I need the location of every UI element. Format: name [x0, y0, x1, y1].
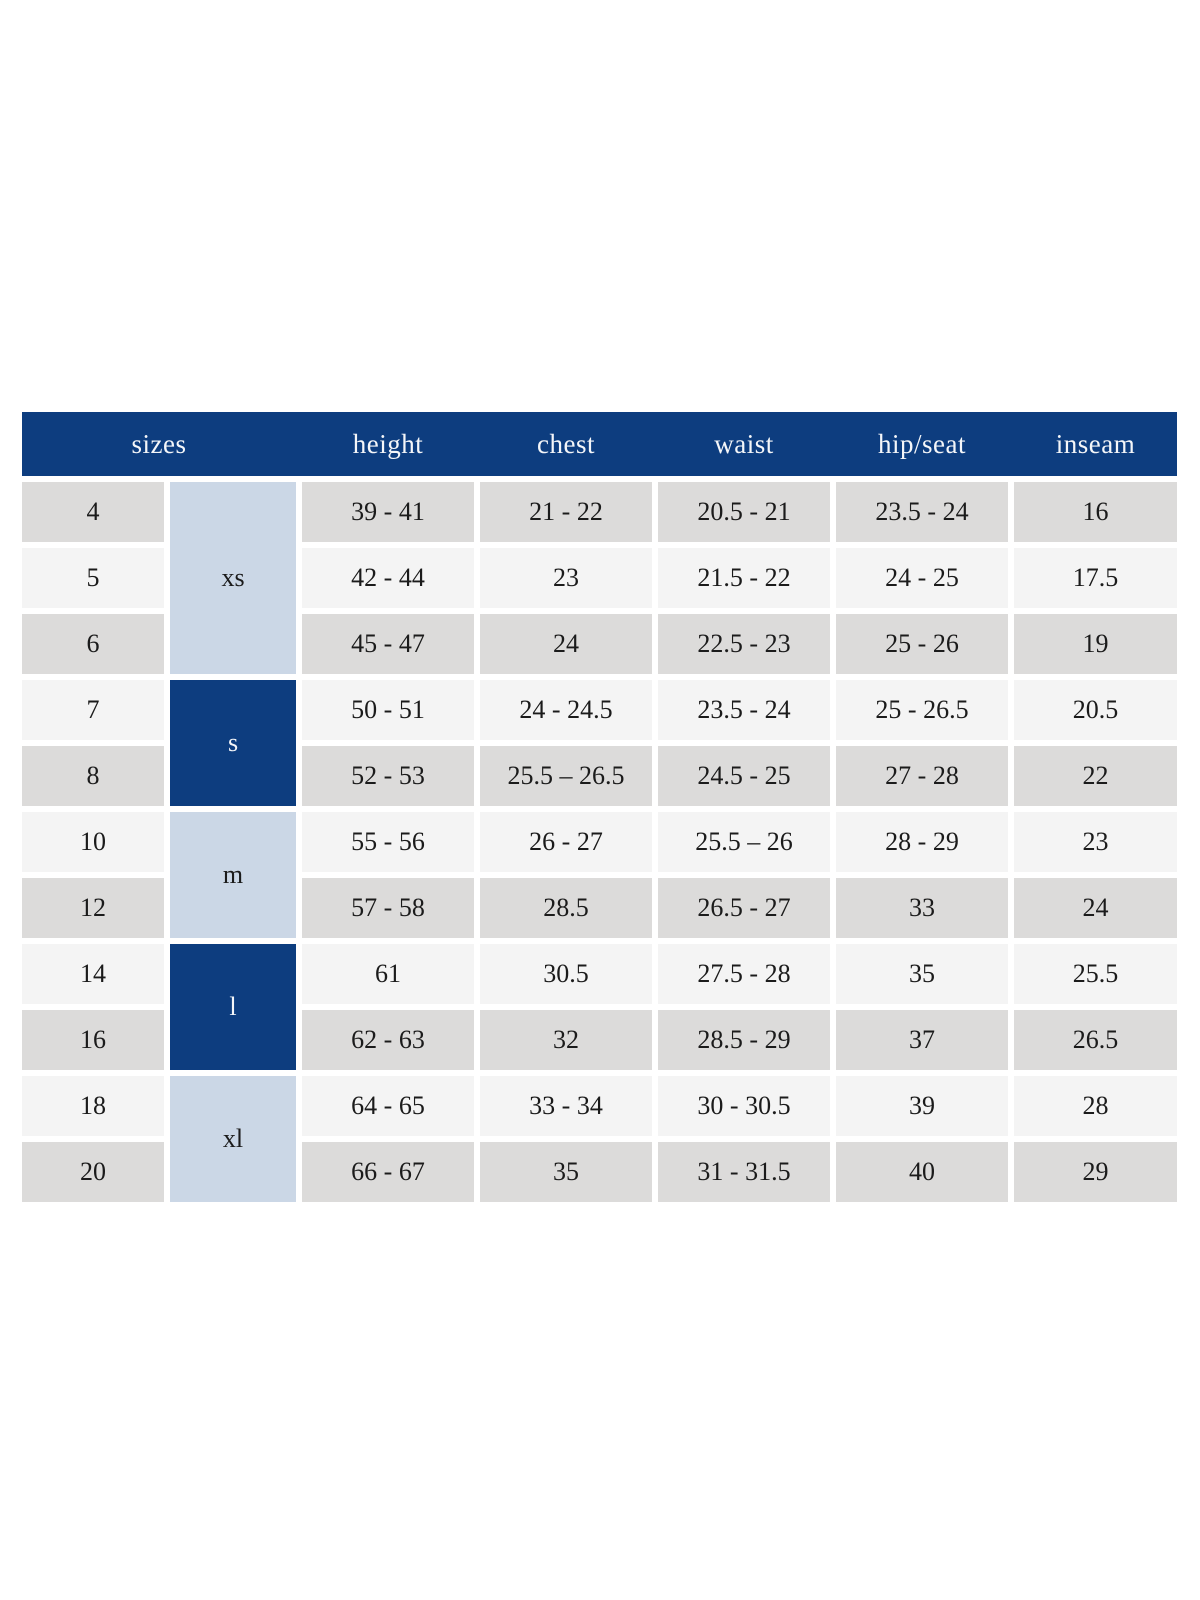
waist-cell: 23.5 - 24 [658, 680, 830, 740]
chest-cell: 23 [480, 548, 652, 608]
size-cell: 12 [22, 878, 164, 938]
size-cell: 18 [22, 1076, 164, 1136]
height-cell: 55 - 56 [302, 812, 474, 872]
chest-cell: 35 [480, 1142, 652, 1202]
waist-cell: 24.5 - 25 [658, 746, 830, 806]
height-cell: 61 [302, 944, 474, 1004]
size-cell: 8 [22, 746, 164, 806]
inseam-cell: 22 [1014, 746, 1177, 806]
inseam-cell: 19 [1014, 614, 1177, 674]
waist-cell: 31 - 31.5 [658, 1142, 830, 1202]
inseam-cell: 26.5 [1014, 1010, 1177, 1070]
waist-cell: 30 - 30.5 [658, 1076, 830, 1136]
size-group-cell-m: m [170, 812, 296, 938]
height-cell: 50 - 51 [302, 680, 474, 740]
inseam-cell: 23 [1014, 812, 1177, 872]
table-header-row: sizes height chest waist hip/seat inseam [22, 412, 1177, 476]
hip-seat-cell: 25 - 26.5 [836, 680, 1008, 740]
inseam-cell: 24 [1014, 878, 1177, 938]
chest-cell: 25.5 – 26.5 [480, 746, 652, 806]
size-cell: 5 [22, 548, 164, 608]
column-header-waist: waist [714, 428, 774, 459]
inseam-cell: 16 [1014, 482, 1177, 542]
size-group-cell-xs: xs [170, 482, 296, 674]
height-cell: 66 - 67 [302, 1142, 474, 1202]
height-cell: 45 - 47 [302, 614, 474, 674]
hip-seat-cell: 40 [836, 1142, 1008, 1202]
height-cell: 52 - 53 [302, 746, 474, 806]
chest-cell: 30.5 [480, 944, 652, 1004]
size-group-cell-xl: xl [170, 1076, 296, 1202]
hip-seat-cell: 25 - 26 [836, 614, 1008, 674]
hip-seat-cell: 37 [836, 1010, 1008, 1070]
column-header-sizes: sizes [131, 428, 187, 459]
inseam-cell: 29 [1014, 1142, 1177, 1202]
size-cell: 14 [22, 944, 164, 1004]
waist-cell: 21.5 - 22 [658, 548, 830, 608]
hip-seat-cell: 33 [836, 878, 1008, 938]
size-cell: 4 [22, 482, 164, 542]
chest-cell: 21 - 22 [480, 482, 652, 542]
inseam-cell: 25.5 [1014, 944, 1177, 1004]
waist-cell: 28.5 - 29 [658, 1010, 830, 1070]
hip-seat-cell: 39 [836, 1076, 1008, 1136]
waist-cell: 20.5 - 21 [658, 482, 830, 542]
chest-cell: 24 - 24.5 [480, 680, 652, 740]
inseam-cell: 20.5 [1014, 680, 1177, 740]
waist-cell: 25.5 – 26 [658, 812, 830, 872]
chest-cell: 26 - 27 [480, 812, 652, 872]
column-header-hip-seat: hip/seat [878, 428, 966, 459]
hip-seat-cell: 24 - 25 [836, 548, 1008, 608]
height-cell: 57 - 58 [302, 878, 474, 938]
hip-seat-cell: 28 - 29 [836, 812, 1008, 872]
height-cell: 39 - 41 [302, 482, 474, 542]
inseam-cell: 17.5 [1014, 548, 1177, 608]
size-group-cell-s: s [170, 680, 296, 806]
chest-cell: 24 [480, 614, 652, 674]
size-cell: 20 [22, 1142, 164, 1202]
size-cell: 16 [22, 1010, 164, 1070]
size-cell: 7 [22, 680, 164, 740]
height-cell: 62 - 63 [302, 1010, 474, 1070]
column-header-chest: chest [537, 428, 595, 459]
column-header-height: height [352, 428, 424, 459]
size-cell: 10 [22, 812, 164, 872]
hip-seat-cell: 35 [836, 944, 1008, 1004]
waist-cell: 27.5 - 28 [658, 944, 830, 1004]
height-cell: 64 - 65 [302, 1076, 474, 1136]
chest-cell: 32 [480, 1010, 652, 1070]
hip-seat-cell: 23.5 - 24 [836, 482, 1008, 542]
height-cell: 42 - 44 [302, 548, 474, 608]
chest-cell: 33 - 34 [480, 1076, 652, 1136]
inseam-cell: 28 [1014, 1076, 1177, 1136]
column-header-inseam: inseam [1055, 428, 1136, 459]
size-cell: 6 [22, 614, 164, 674]
chest-cell: 28.5 [480, 878, 652, 938]
waist-cell: 26.5 - 27 [658, 878, 830, 938]
size-chart-table: sizes height chest waist hip/seat inseam… [22, 412, 1177, 1202]
hip-seat-cell: 27 - 28 [836, 746, 1008, 806]
waist-cell: 22.5 - 23 [658, 614, 830, 674]
size-group-cell-l: l [170, 944, 296, 1070]
